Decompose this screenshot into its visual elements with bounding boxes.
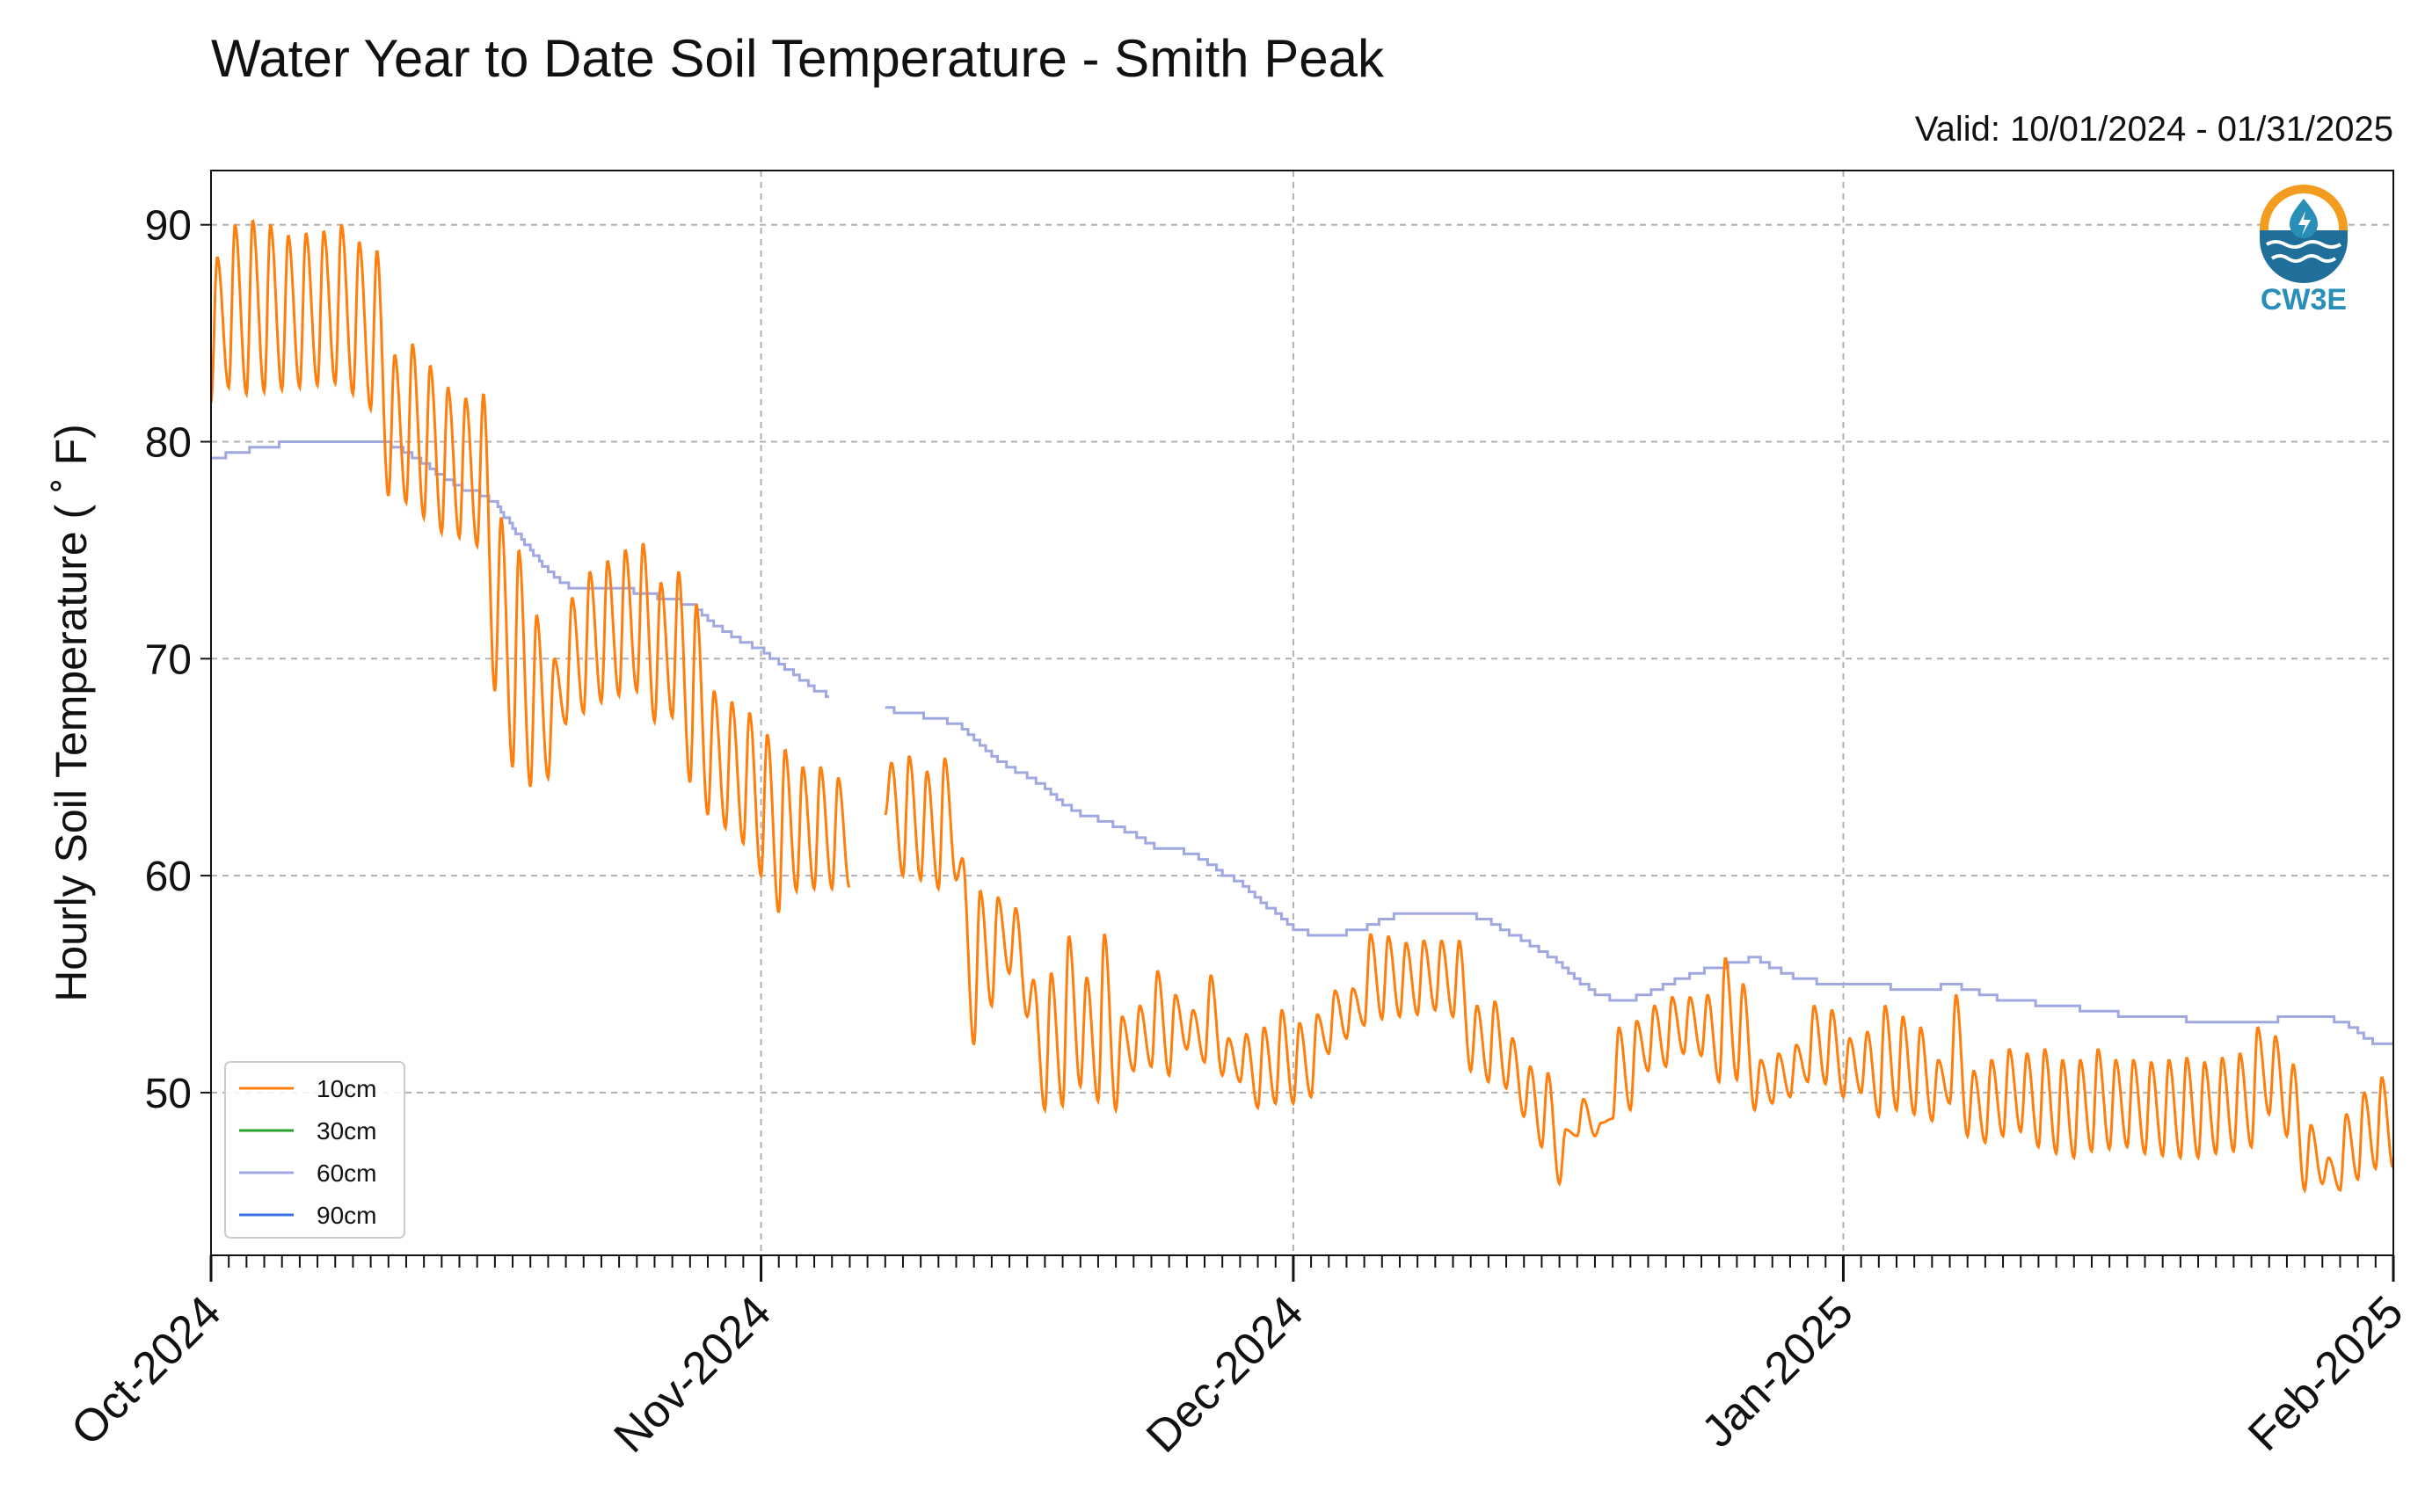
- cw3e-logo: CW3E: [2260, 185, 2348, 316]
- plot-series: [212, 219, 2392, 1194]
- x-axis-ticks: Oct-2024 Nov-2024 Dec-2024 Jan-2025 Feb-2025: [62, 1255, 2413, 1463]
- grid-lines: [211, 171, 2393, 1255]
- chart-legend: 10cm 30cm 60cm 90cm: [224, 1061, 405, 1239]
- y-axis-ticks: 50 60 70 80 90: [145, 203, 211, 1117]
- x-tick-label: Oct-2024: [62, 1286, 230, 1455]
- legend-label-90cm: 90cm: [317, 1202, 376, 1229]
- cw3e-logo-icon: [2260, 185, 2348, 283]
- chart-title: Water Year to Date Soil Temperature - Sm…: [211, 29, 1385, 88]
- legend-label-10cm: 10cm: [317, 1075, 376, 1102]
- y-tick-label: 70: [145, 636, 192, 683]
- series-line-60cm: [212, 440, 2392, 1045]
- legend-label-60cm: 60cm: [317, 1159, 376, 1187]
- x-tick-label: Nov-2024: [605, 1286, 781, 1462]
- y-tick-label: 60: [145, 854, 192, 900]
- legend-box: [224, 1061, 405, 1239]
- x-tick-label: Feb-2025: [2239, 1286, 2413, 1460]
- x-tick-label: Dec-2024: [1137, 1286, 1313, 1462]
- y-tick-label: 90: [145, 203, 192, 250]
- y-tick-label: 80: [145, 420, 192, 467]
- y-tick-label: 50: [145, 1071, 192, 1117]
- series-line-10cm: [212, 219, 2392, 1194]
- legend-label-30cm: 30cm: [317, 1117, 376, 1145]
- x-tick-label: Jan-2025: [1693, 1286, 1863, 1457]
- cw3e-logo-text: CW3E: [2261, 283, 2347, 316]
- plot-frame: [210, 170, 2394, 1256]
- valid-date-range: Valid: 10/01/2024 - 01/31/2025: [1915, 110, 2393, 149]
- y-axis-label: Hourly Soil Temperature ( ˚ F): [47, 424, 96, 1002]
